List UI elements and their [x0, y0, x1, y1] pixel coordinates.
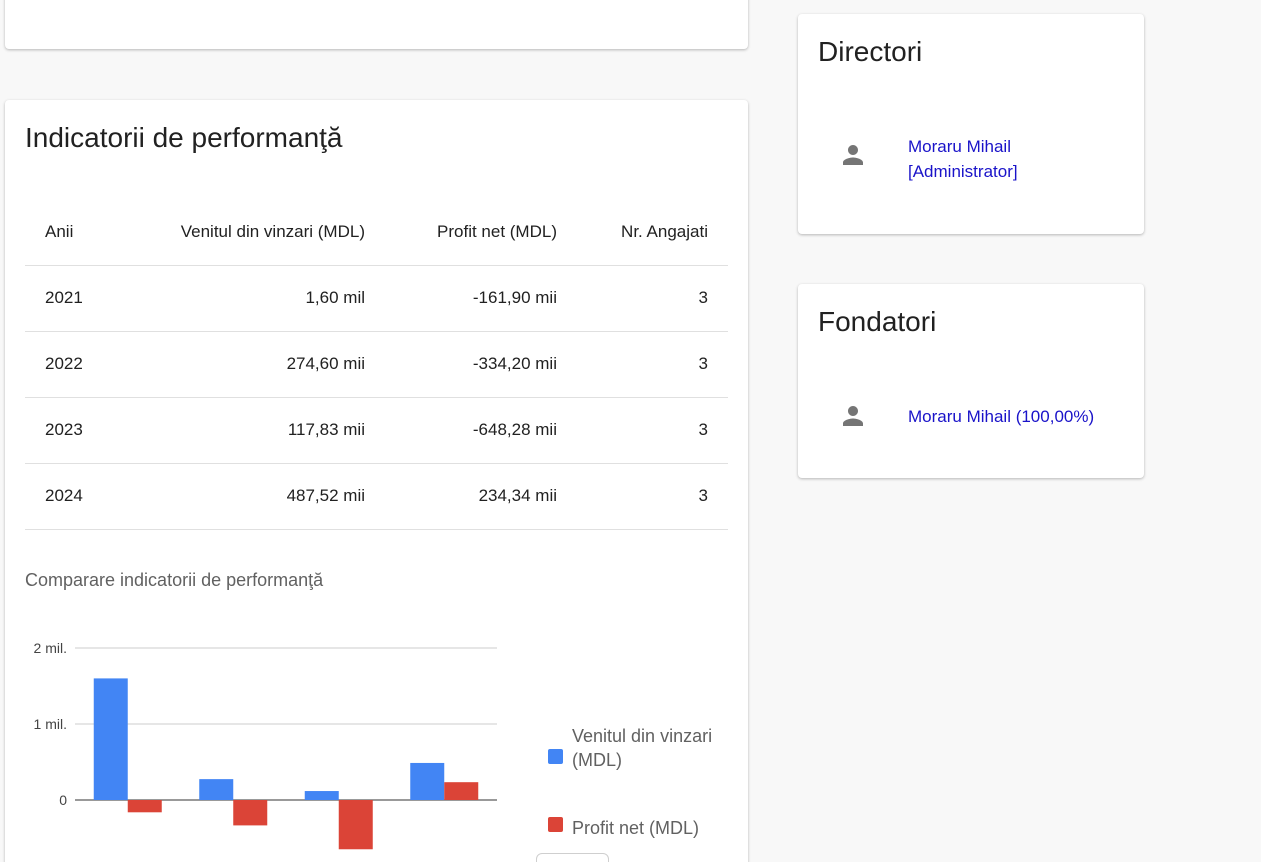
column-header-profit: Profit net (MDL)	[365, 200, 557, 266]
bar-profit-2022[interactable]	[233, 800, 268, 826]
cell-revenue: 274,60 mii	[135, 331, 365, 398]
directors-card: Directori Moraru Mihail [Administrator]	[798, 14, 1144, 234]
director-name: Moraru Mihail	[908, 137, 1011, 156]
cell-profit: -161,90 mii	[365, 265, 557, 332]
chart-title: Comparare indicatorii de performanţă	[25, 570, 324, 590]
director-link[interactable]: Moraru Mihail [Administrator]	[908, 134, 1098, 184]
cell-employees: 3	[557, 331, 728, 398]
legend-swatch-revenue	[548, 749, 563, 764]
bar-profit-2024[interactable]	[444, 782, 479, 800]
legend-label-revenue-line1: Venitul din vinzari	[572, 726, 712, 746]
cell-profit: -648,28 mii	[365, 397, 557, 464]
chart-legend[interactable]: Venitul din vinzari (MDL) Profit net (MD…	[548, 726, 712, 838]
person-icon	[843, 406, 863, 426]
table-row: 2021 1,60 mil -161,90 mii 3	[25, 265, 728, 332]
column-header-employees: Nr. Angajati	[557, 200, 728, 266]
performance-table: Anii Venitul din vinzari (MDL) Profit ne…	[25, 200, 728, 530]
founders-title: Fondatori	[818, 306, 937, 337]
chart-y-axis: 2 mil. 1 mil. 0	[34, 640, 68, 808]
performance-card: Indicatorii de performanţă Anii Venitul …	[5, 100, 748, 862]
table-header-row: Anii Venitul din vinzari (MDL) Profit ne…	[25, 200, 728, 266]
table-row: 2022 274,60 mii -334,20 mii 3	[25, 331, 728, 398]
cell-employees: 3	[557, 265, 728, 332]
bar-revenue-2021[interactable]	[93, 678, 128, 800]
founders-card: Fondatori Moraru Mihail (100,00%)	[798, 284, 1144, 478]
bar-revenue-2024[interactable]	[410, 762, 445, 800]
performance-title: Indicatorii de performanţă	[25, 122, 343, 153]
cell-year: 2022	[25, 331, 135, 398]
y-tick-label: 0	[59, 792, 67, 808]
cell-employees: 3	[557, 463, 728, 530]
table-row: 2024 487,52 mii 234,34 mii 3	[25, 463, 728, 530]
legend-label-profit: Profit net (MDL)	[572, 818, 699, 838]
cell-revenue: 117,83 mii	[135, 397, 365, 464]
cell-year: 2021	[25, 265, 135, 332]
y-tick-label: 2 mil.	[34, 640, 67, 656]
cell-revenue: 1,60 mil	[135, 265, 365, 332]
table-row: 2023 117,83 mii -648,28 mii 3	[25, 397, 728, 464]
founder-item: Moraru Mihail (100,00%)	[838, 404, 1098, 431]
chart-menu-button[interactable]	[536, 853, 609, 862]
cell-profit: -334,20 mii	[365, 331, 557, 398]
legend-swatch-profit	[548, 817, 563, 832]
cell-employees: 3	[557, 397, 728, 464]
cell-profit: 234,34 mii	[365, 463, 557, 530]
legend-label-revenue-line2: (MDL)	[572, 750, 622, 770]
column-header-years: Anii	[25, 200, 135, 266]
bar-profit-2023[interactable]	[338, 800, 373, 850]
column-header-revenue: Venitul din vinzari (MDL)	[135, 200, 365, 266]
director-role: [Administrator]	[908, 162, 1018, 181]
person-icon	[843, 145, 863, 165]
chart-bars	[93, 678, 479, 850]
top-card	[5, 0, 748, 49]
bar-profit-2021[interactable]	[127, 800, 162, 813]
founder-link[interactable]: Moraru Mihail (100,00%)	[908, 407, 1095, 426]
performance-chart: 2 mil. 1 mil. 0 Venitul din vinzari (MDL) …	[34, 640, 712, 850]
director-item: Moraru Mihail [Administrator]	[838, 134, 1098, 184]
directors-title: Directori	[818, 36, 923, 67]
cell-year: 2023	[25, 397, 135, 464]
cell-year: 2024	[25, 463, 135, 530]
bar-revenue-2023[interactable]	[304, 791, 339, 800]
bar-revenue-2022[interactable]	[199, 779, 234, 800]
cell-revenue: 487,52 mii	[135, 463, 365, 530]
y-tick-label: 1 mil.	[34, 716, 67, 732]
